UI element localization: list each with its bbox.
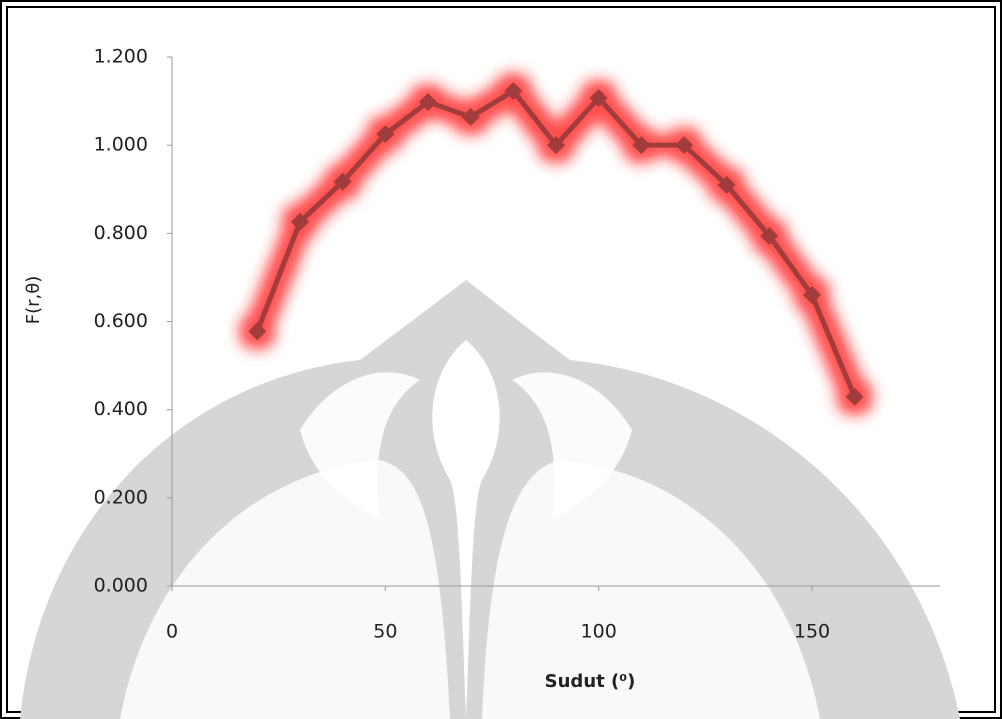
- y-tick-label: 0.400: [94, 398, 148, 420]
- x-tick-label: 100: [581, 621, 617, 643]
- y-axis-title: F(r,θ): [23, 276, 44, 325]
- x-tick-label: 50: [373, 621, 397, 643]
- x-tick-label: 150: [794, 621, 830, 643]
- y-tick-label: 0.800: [94, 222, 148, 244]
- chart: Sudut (⁰) F(r,θ) 0.000 0.200 0.400 0.600 0.8…: [0, 0, 1002, 719]
- y-tick-label: 0.200: [94, 486, 148, 508]
- y-tick-label: 0.600: [94, 310, 148, 332]
- y-tick-label: 0.000: [94, 575, 148, 597]
- y-tick-label: 1.000: [94, 134, 148, 156]
- x-tick-label: 0: [166, 621, 178, 643]
- x-axis-title: Sudut (⁰): [545, 671, 636, 692]
- y-tick-label: 1.200: [94, 46, 148, 68]
